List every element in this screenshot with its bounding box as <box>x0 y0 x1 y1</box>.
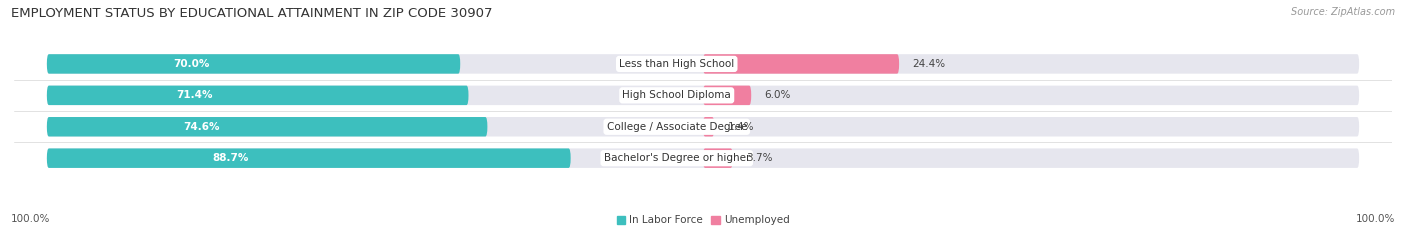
FancyBboxPatch shape <box>703 54 898 74</box>
FancyBboxPatch shape <box>46 54 1360 74</box>
FancyBboxPatch shape <box>46 148 571 168</box>
Text: High School Diploma: High School Diploma <box>623 90 731 100</box>
Text: 70.0%: 70.0% <box>173 59 209 69</box>
Text: Less than High School: Less than High School <box>619 59 734 69</box>
Text: Bachelor's Degree or higher: Bachelor's Degree or higher <box>603 153 749 163</box>
Text: 6.0%: 6.0% <box>765 90 790 100</box>
Text: 1.4%: 1.4% <box>727 122 754 132</box>
Text: 3.7%: 3.7% <box>745 153 772 163</box>
FancyBboxPatch shape <box>46 117 488 137</box>
Text: 88.7%: 88.7% <box>212 153 249 163</box>
Text: EMPLOYMENT STATUS BY EDUCATIONAL ATTAINMENT IN ZIP CODE 30907: EMPLOYMENT STATUS BY EDUCATIONAL ATTAINM… <box>11 7 492 20</box>
FancyBboxPatch shape <box>703 148 733 168</box>
Text: 74.6%: 74.6% <box>183 122 219 132</box>
Text: 100.0%: 100.0% <box>1355 214 1395 224</box>
FancyBboxPatch shape <box>46 117 1360 137</box>
FancyBboxPatch shape <box>46 86 468 105</box>
Text: 71.4%: 71.4% <box>176 90 212 100</box>
FancyBboxPatch shape <box>46 86 1360 105</box>
Legend: In Labor Force, Unemployed: In Labor Force, Unemployed <box>613 211 793 230</box>
Text: Source: ZipAtlas.com: Source: ZipAtlas.com <box>1291 7 1395 17</box>
Text: 100.0%: 100.0% <box>11 214 51 224</box>
Text: College / Associate Degree: College / Associate Degree <box>606 122 747 132</box>
Text: 24.4%: 24.4% <box>912 59 945 69</box>
FancyBboxPatch shape <box>703 117 714 137</box>
FancyBboxPatch shape <box>46 148 1360 168</box>
FancyBboxPatch shape <box>46 54 460 74</box>
FancyBboxPatch shape <box>703 86 751 105</box>
